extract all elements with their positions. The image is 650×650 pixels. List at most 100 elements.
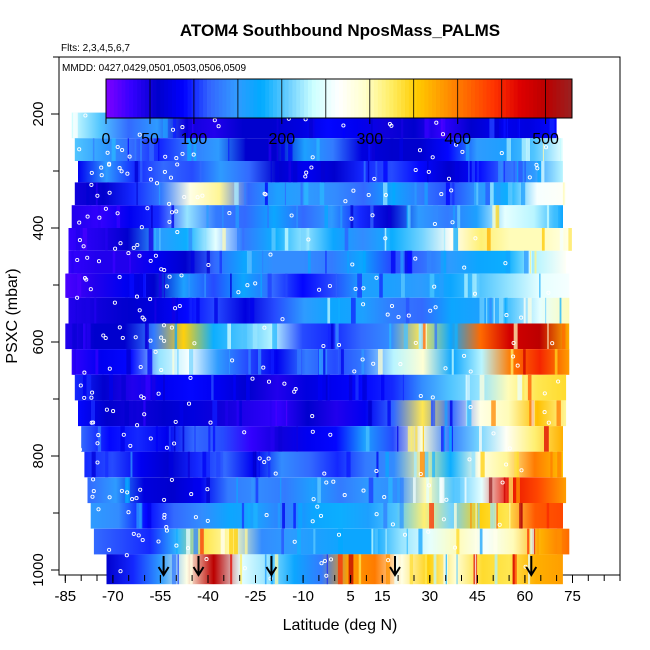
sample-point [105, 150, 110, 155]
heat-stripe [402, 374, 404, 401]
heat-stripe [148, 228, 154, 251]
heat-stripe [270, 426, 275, 452]
heat-stripe [91, 451, 96, 478]
heat-stripe [409, 554, 414, 585]
sample-point [138, 364, 143, 370]
heat-stripe [325, 250, 327, 274]
colorbar-step [292, 79, 297, 118]
heat-stripe [229, 528, 234, 555]
heat-stripe [449, 400, 453, 427]
sample-point [169, 325, 174, 330]
heat-stripe [514, 451, 519, 478]
colorbar-step [272, 79, 278, 118]
heat-stripe [472, 273, 477, 298]
heat-stripe [407, 250, 412, 274]
sample-point [546, 420, 551, 425]
heat-stripe [545, 297, 547, 324]
sample-point [96, 507, 101, 512]
sample-point [191, 152, 196, 157]
heat-stripe [407, 205, 411, 228]
heat-stripe [185, 112, 189, 139]
heat-stripe [479, 528, 483, 555]
heat-stripe [405, 297, 410, 324]
heat-stripe [268, 451, 271, 478]
heat-stripe [233, 528, 238, 555]
heat-stripe [189, 349, 194, 375]
sample-point [242, 566, 247, 571]
heat-stripe [235, 205, 239, 228]
sample-point [426, 169, 431, 174]
heat-stripe [546, 503, 550, 529]
heat-stripe [362, 374, 367, 401]
heat-stripe [326, 554, 328, 585]
colorbar-step [339, 79, 344, 118]
heat-stripe [424, 112, 429, 139]
sample-point [159, 267, 164, 272]
sample-point [511, 340, 516, 346]
heat-stripe [318, 349, 320, 375]
sample-point [95, 460, 100, 465]
x-tick-label: 30 [421, 588, 438, 605]
heat-stripe [177, 349, 179, 375]
colorbar-step [335, 79, 340, 118]
heat-stripe [370, 112, 373, 139]
colorbar-step [509, 79, 515, 118]
sample-point [169, 477, 174, 482]
colorbar-step [327, 79, 332, 118]
heat-stripe [300, 228, 306, 251]
heat-stripe [260, 273, 262, 298]
sample-point [500, 480, 505, 485]
colorbar-tick-label: 300 [356, 131, 383, 148]
heat-stripe [510, 349, 514, 375]
heat-stripe [397, 426, 399, 452]
heat-stripe [516, 451, 519, 478]
heat-stripe [399, 138, 403, 161]
colorbar-step [459, 79, 464, 118]
colorbar-step [129, 79, 134, 118]
sample-point [148, 258, 153, 263]
heat-stripe [470, 503, 472, 529]
heat-stripe [495, 205, 500, 228]
heat-stripe [501, 161, 504, 183]
colorbar-tick-label: 100 [181, 131, 208, 148]
heat-stripe [162, 112, 168, 139]
heat-stripe [337, 554, 343, 585]
heat-stripe [430, 400, 436, 427]
heat-stripe [346, 451, 351, 478]
heat-stripe [464, 477, 467, 504]
sample-point [135, 242, 140, 248]
heat-stripe [300, 182, 303, 206]
heat-stripe [243, 323, 247, 350]
sample-point [361, 286, 366, 291]
heat-stripe [222, 205, 224, 228]
sample-point [462, 265, 467, 270]
colorbar-step [140, 79, 146, 118]
heat-stripe [75, 228, 80, 251]
colorbar-step [447, 79, 453, 118]
sample-point [173, 306, 178, 311]
heat-stripe [316, 138, 320, 161]
sample-point [473, 236, 478, 241]
sample-point [268, 576, 273, 581]
colorbar-step [486, 79, 491, 118]
sample-point [374, 275, 379, 280]
sample-point [292, 539, 297, 544]
sample-point [126, 251, 131, 256]
sample-point [372, 176, 377, 181]
sample-point [131, 531, 136, 536]
dates-note: MMDD: 0427,0429,0501,0503,0506,0509 [62, 63, 246, 74]
colorbar-step [300, 79, 305, 118]
heat-stripe [454, 323, 458, 350]
sample-point [467, 457, 472, 462]
colorbar-step [214, 79, 220, 118]
sample-point [511, 354, 516, 359]
heat-stripe [246, 503, 251, 529]
sample-point [127, 154, 132, 159]
sample-point [550, 341, 555, 346]
heat-stripe [445, 182, 450, 206]
colorbar-step [416, 79, 421, 118]
sample-point [317, 287, 322, 292]
heat-strip [65, 273, 570, 298]
heat-stripe [429, 503, 434, 529]
heat-stripe [475, 503, 477, 529]
